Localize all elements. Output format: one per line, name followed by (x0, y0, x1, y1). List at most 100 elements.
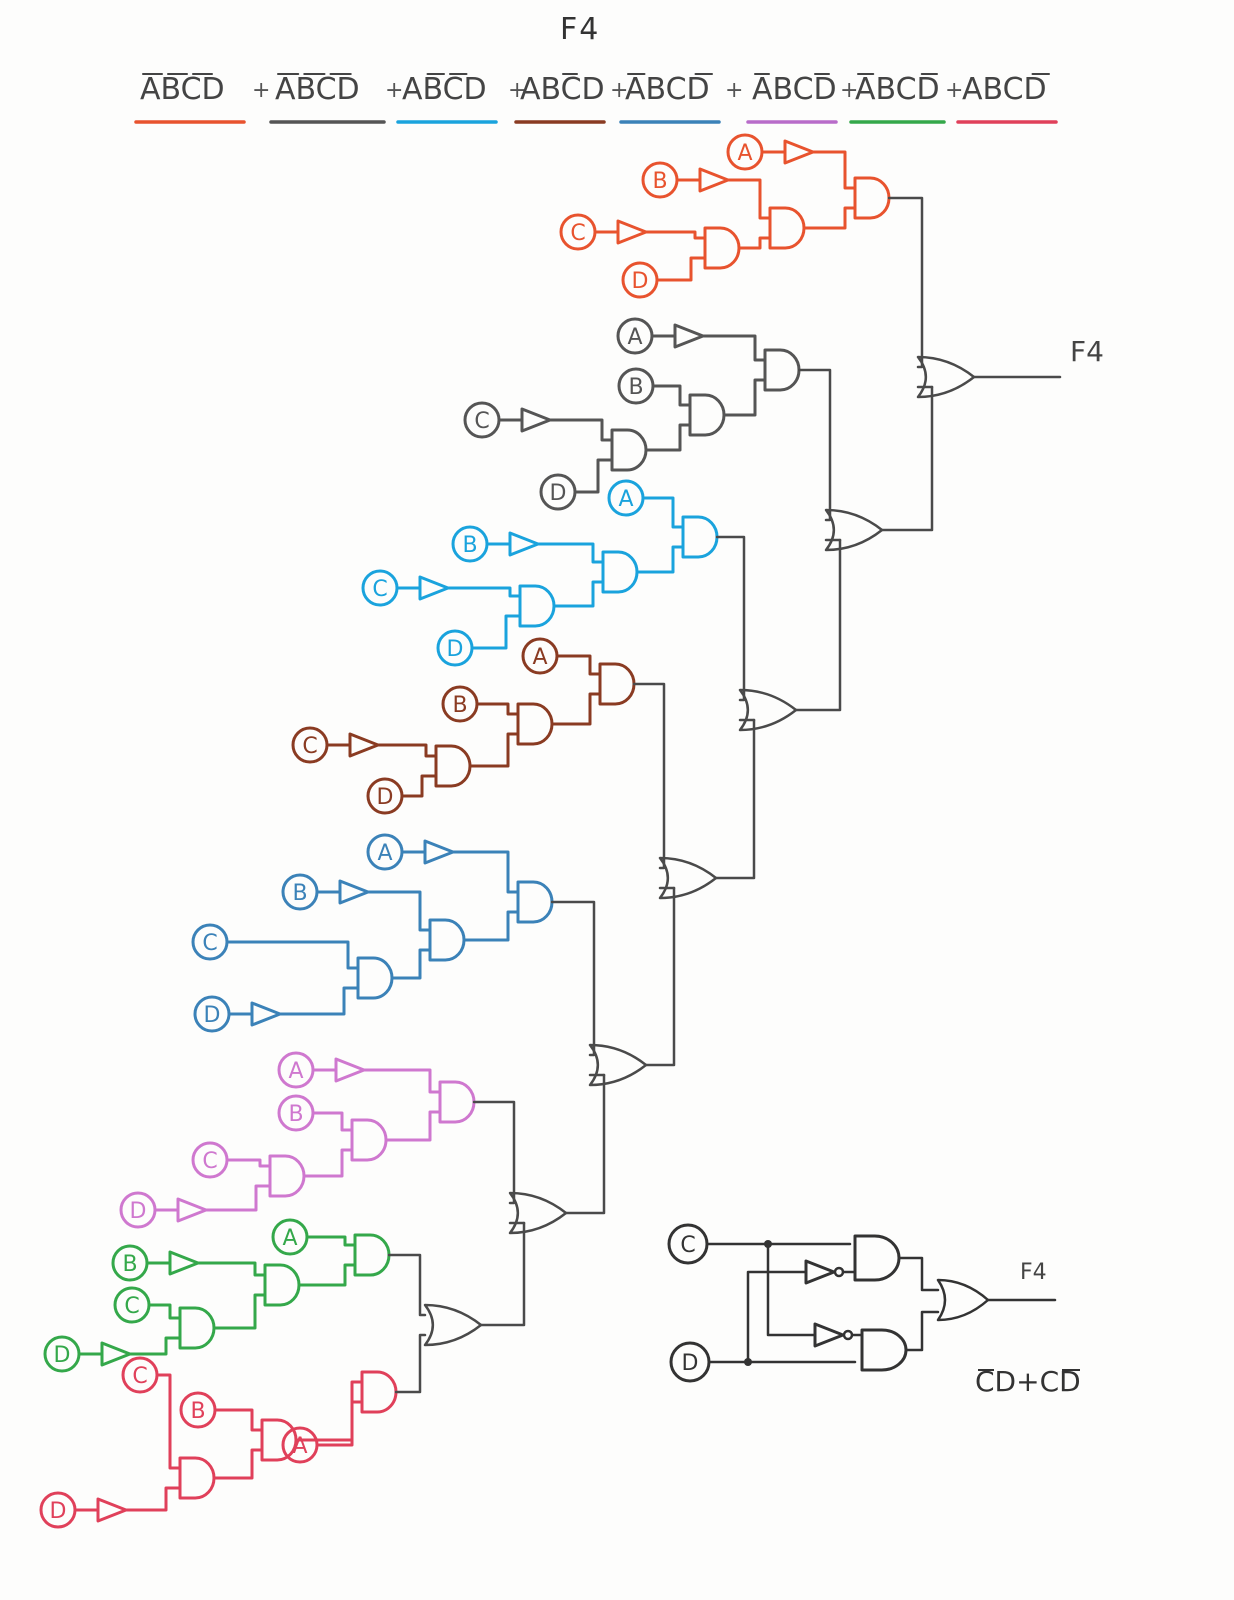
wire (536, 542, 605, 564)
input-b-node: B (111, 1244, 149, 1282)
and-gate-icon (763, 348, 801, 392)
input-d-node: D (39, 1491, 77, 1529)
input-c-node: C (121, 1356, 159, 1394)
wire (294, 1400, 364, 1442)
and-gate-icon (428, 918, 466, 962)
junction-dot (764, 1240, 772, 1248)
not-triangle (250, 1001, 282, 1027)
wire (651, 384, 692, 407)
input-c-node: C (361, 569, 399, 607)
wire (655, 256, 707, 282)
term-6: ABCD (752, 72, 837, 107)
wire (204, 1184, 272, 1212)
and-gate-icon (860, 1328, 908, 1372)
input-a-node: A (616, 317, 654, 355)
input-b-node: B (277, 1094, 315, 1132)
input-label: A (288, 1059, 303, 1084)
mini-wire (746, 1270, 808, 1364)
or-gate-icon (824, 508, 884, 552)
input-a-node: A (271, 1218, 309, 1256)
wire (297, 1263, 357, 1287)
or-wire (880, 385, 934, 532)
and-gate-icon (178, 1456, 216, 1500)
plus-3: + (508, 78, 527, 103)
not-triangle (804, 1259, 836, 1285)
input-label: C (124, 1294, 139, 1319)
term-4: ABCD (520, 72, 605, 107)
not-gate-icon (338, 879, 370, 905)
or-wire (715, 535, 746, 702)
mini-wire (897, 1256, 940, 1292)
or-gate-icon (916, 355, 976, 399)
input-d-node: D (119, 1191, 157, 1229)
or-gate-icon (508, 1191, 568, 1235)
input-label: B (122, 1252, 137, 1277)
mini-output-label-f4: F4 (1020, 1260, 1047, 1285)
wire (315, 1380, 364, 1447)
or-wire (794, 538, 842, 712)
and-gate-icon (360, 1370, 398, 1414)
and-gate-icon (350, 1118, 388, 1162)
not-triangle (100, 1341, 132, 1367)
input-b-node: B (179, 1391, 217, 1429)
not-gate-icon (783, 139, 815, 165)
input-label: D (204, 1003, 221, 1028)
input-d-node: D (436, 629, 474, 667)
input-label: C (474, 409, 489, 434)
not-gate-icon (334, 1057, 366, 1083)
and-gate-icon (260, 1418, 298, 1462)
input-d-node: D (621, 261, 659, 299)
input-a-node: A (277, 1051, 315, 1089)
not-gate-icon (176, 1197, 208, 1223)
input-d-node: D (43, 1335, 81, 1373)
input-label: D (377, 785, 394, 810)
wire (366, 890, 432, 932)
wire (726, 178, 772, 220)
wire (573, 458, 614, 494)
not-gate-icon (508, 531, 540, 557)
and-gate-icon (853, 176, 891, 220)
wire (384, 1110, 442, 1142)
input-label: A (282, 1226, 297, 1251)
not-triangle (813, 1322, 845, 1348)
and-gate-icon (518, 584, 556, 628)
plus-4: + (610, 78, 629, 103)
not-gate-icon (96, 1497, 128, 1523)
and-gate-icon (516, 880, 554, 924)
wire (451, 850, 520, 894)
wire (278, 986, 360, 1016)
not-triangle (423, 839, 455, 865)
not-gate-icon (250, 1001, 282, 1027)
input-b-node: B (281, 873, 319, 911)
term-2: ABCD (275, 72, 360, 107)
wire (470, 614, 522, 650)
wire (635, 545, 685, 574)
not-triangle (418, 575, 450, 601)
input-label: C (372, 577, 387, 602)
not-triangle (334, 1057, 366, 1083)
or-gate-icon (588, 1043, 648, 1087)
input-label: B (292, 881, 307, 906)
not-gate-icon (520, 407, 552, 433)
or-wire (387, 1253, 427, 1317)
plus-2: + (385, 78, 404, 103)
not-gate-icon (168, 1250, 200, 1276)
input-label: C (202, 931, 217, 956)
wire (305, 1235, 357, 1247)
input-d-node: D (669, 1341, 711, 1383)
wire (225, 940, 360, 970)
term-3: ABCD (402, 72, 487, 107)
and-gate-icon (601, 550, 639, 594)
input-b-node: B (441, 685, 479, 723)
not-triangle (520, 407, 552, 433)
wire (644, 423, 692, 452)
wire (552, 580, 605, 608)
input-c-node: C (191, 923, 229, 961)
diagram-heading: F4 (560, 12, 601, 47)
input-label: A (627, 325, 642, 350)
and-gate-icon (268, 1154, 306, 1198)
or-wire (797, 368, 832, 522)
and-gate-icon (681, 515, 719, 559)
